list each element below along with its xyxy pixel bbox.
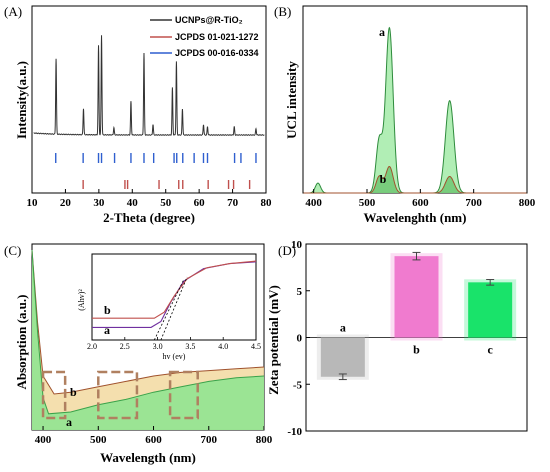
panel-a: (A) 10 20 30 40 50 60 70 80 2-Theta (degree) In… [4, 4, 272, 225]
panel-b-label: (B) [274, 4, 291, 19]
panel-b-curve-label-a: a [379, 25, 385, 39]
panel-c-curve-label-b: b [70, 385, 77, 399]
category-label-a: a [340, 321, 346, 335]
panel-b-x-tick-label: 400 [305, 197, 322, 209]
panel-a-x-tick-label: 40 [127, 197, 139, 209]
inset-series-line-b [92, 260, 257, 319]
panel-d-plot: a b c [306, 251, 527, 381]
panel-a-frame [31, 5, 267, 194]
series-area-b [303, 166, 527, 193]
panel-c-x-axis-title: Wavelength (nm) [100, 450, 196, 465]
panel-a-x-tick-label: 30 [93, 197, 105, 209]
inset-curve-label-a: a [104, 323, 110, 337]
panel-c-label: (C) [4, 243, 21, 258]
inset-tangent-a [153, 279, 185, 341]
highlight-box [168, 370, 199, 420]
series-line-b [303, 165, 527, 194]
panel-c-x-tick-label: 400 [35, 434, 52, 446]
panel-b-x-tick-label: 800 [519, 197, 536, 209]
panel-b-y-axis-title: UCL intensity [284, 61, 299, 139]
panel-b-frame [302, 5, 528, 194]
panel-b-x-ticks: 400 500 600 700 800 [305, 189, 536, 209]
panel-c-inset: 2.0 2.5 3.0 3.5 4.0 4.5 hv (ev) (Ahv)² b a [77, 253, 261, 361]
panel-a-x-axis-title: 2-Theta (degree) [103, 210, 195, 225]
panel-d-label: (D) [278, 243, 296, 258]
series-line-ucnps [33, 35, 265, 136]
panel-c-x-tick-label: 600 [145, 434, 162, 446]
panel-c-x-ticks: 400 500 600 700 800 [35, 426, 273, 446]
inset-x-ticks: 2.0 2.5 3.0 3.5 4.0 4.5 [87, 337, 261, 351]
panel-b-x-tick-label: 600 [412, 197, 429, 209]
bar-b [394, 256, 439, 338]
panel-a-y-axis-title: Intensity(a.u.) [14, 61, 29, 139]
legend-label-jcpds-0334: JCPDS 00-016-0334 [175, 48, 259, 58]
panel-d: (D) a b c -10 -5 0 5 10 Zeta potential (mV) [266, 239, 528, 438]
panel-b-x-tick-label: 700 [465, 197, 482, 209]
highlight-box [41, 370, 67, 420]
inset-curve-label-b: b [104, 303, 111, 317]
inset-plot [92, 260, 257, 341]
panel-b: (B) 400 500 600 700 800 Wavelenghth (nm) UCL… [274, 4, 536, 225]
panel-c: (C) 400 500 600 700 800 Wavelength (nm) Abso… [4, 243, 273, 465]
series-area-a [303, 27, 527, 194]
panel-b-x-tick-label: 500 [359, 197, 376, 209]
series-area-a [32, 250, 264, 430]
highlight-box [97, 370, 139, 420]
panel-c-x-tick-label: 800 [256, 434, 273, 446]
series-line-a [303, 26, 527, 194]
series-line-b [31, 249, 265, 395]
panel-c-x-tick-label: 700 [201, 434, 218, 446]
panel-c-x-tick-label: 500 [90, 434, 107, 446]
panel-d-y-tick-label: 0 [297, 333, 303, 345]
inset-y-axis-title: (Ahv)² [77, 289, 86, 311]
panel-d-y-tick-label: -10 [287, 426, 302, 438]
panel-c-plot [31, 249, 265, 430]
panel-a-x-tick-label: 70 [227, 197, 239, 209]
panel-d-y-tick-label: 5 [297, 286, 303, 298]
legend-label-jcpds-1272: JCPDS 01-021-1272 [175, 32, 259, 42]
panel-b-x-axis-title: Wavelenghth (nm) [364, 210, 467, 225]
panel-a-plot [33, 35, 265, 189]
inset-tangent-b [160, 276, 188, 341]
inset-x-tick-label: 3.5 [185, 342, 195, 351]
inset-x-tick-label: 3.0 [153, 342, 163, 351]
panel-a-x-tick-label: 10 [27, 197, 39, 209]
panel-d-y-axis-title: Zeta potential (mV) [266, 285, 281, 395]
legend-label-ucnps: UCNPs@R-TiO₂ [175, 15, 243, 25]
panel-a-x-tick-label: 20 [60, 197, 72, 209]
panel-b-curve-label-b: b [380, 172, 387, 186]
bar-a [320, 337, 365, 377]
panel-d-y-tick-label: -5 [293, 379, 303, 391]
inset-x-tick-label: 4.0 [218, 342, 228, 351]
bar-c [468, 282, 513, 338]
panel-a-legend: UCNPs@R-TiO₂ JCPDS 01-021-1272 JCPDS 00-… [150, 15, 259, 58]
category-label-b: b [413, 343, 420, 357]
panel-d-y-ticks: -10 -5 0 5 10 [287, 239, 310, 438]
panel-c-curve-label-a: a [66, 415, 72, 429]
inset-x-axis-title: hv (ev) [163, 352, 186, 361]
panel-a-x-tick-label: 60 [194, 197, 206, 209]
panel-a-x-tick-label: 80 [261, 197, 273, 209]
panel-a-x-tick-label: 50 [160, 197, 172, 209]
panel-a-label: (A) [4, 4, 22, 19]
inset-x-tick-label: 2.5 [120, 342, 130, 351]
panel-c-y-axis-title: Absorption (a.u.) [14, 295, 29, 390]
category-label-c: c [488, 343, 494, 357]
inset-x-tick-label: 2.0 [87, 342, 97, 351]
panel-b-plot [303, 26, 527, 194]
panel-d-y-tick-label: 10 [291, 239, 303, 251]
panel-a-x-ticks: 10 20 30 40 50 60 70 80 [27, 189, 273, 209]
inset-x-tick-label: 4.5 [251, 342, 261, 351]
